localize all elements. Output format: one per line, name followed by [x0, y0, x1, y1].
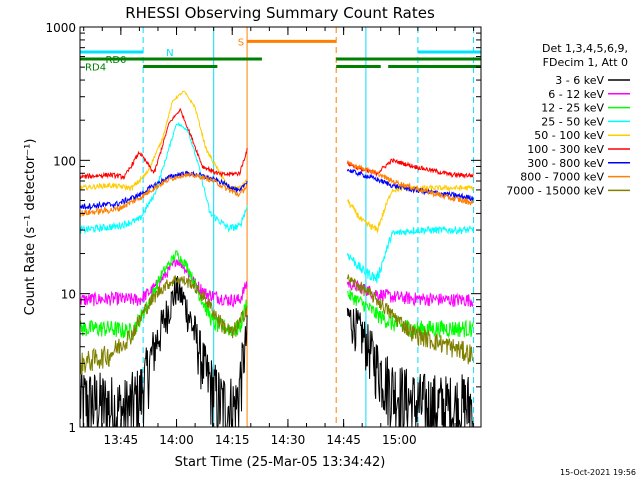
series-line-6-12-kev-sega [79, 258, 248, 308]
series-line-7000-15000-kev-sega [79, 275, 248, 375]
legend-header-line-1: Det 1,3,4,5,6,9, [542, 42, 628, 55]
x-tick-label: 13:45 [104, 433, 139, 447]
y-axis-label: Count Rate (s⁻¹ detector⁻¹) [23, 139, 38, 316]
legend-label: 3 - 6 keV [555, 74, 604, 87]
y-tick-label: 1 [68, 421, 76, 435]
series-line-3-6-kev-segb [346, 307, 474, 428]
x-tick-label: 14:00 [159, 433, 194, 447]
x-tick-label: 14:45 [326, 433, 361, 447]
legend-label: 12 - 25 keV [541, 102, 604, 115]
legend: Det 1,3,4,5,6,9, FDecim 1, Att 0 3 - 6 k… [506, 42, 630, 197]
series-line-50-100-kev-sega [79, 90, 248, 192]
legend-label: 300 - 800 keV [527, 157, 604, 170]
legend-header-line-2: FDecim 1, Att 0 [543, 56, 628, 69]
series-line-800-7000-kev-sega [79, 172, 248, 218]
chart-title: RHESSI Observing Summary Count Rates [125, 4, 435, 22]
state-bar-label-s: S [238, 37, 244, 48]
y-tick-label: 10 [61, 288, 76, 302]
legend-label: 100 - 300 keV [527, 143, 604, 156]
legend-label: 800 - 7000 keV [520, 171, 604, 184]
series-line-7000-15000-kev-segb [346, 274, 474, 365]
x-axis-label: Start Time (25-Mar-05 13:34:42) [175, 455, 386, 470]
legend-label: 25 - 50 keV [541, 115, 604, 128]
legend-label: 6 - 12 keV [548, 88, 604, 101]
series-line-12-25-kev-sega [79, 249, 248, 340]
series-line-3-6-kev-sega [79, 275, 248, 429]
series-line-25-50-kev-sega [79, 121, 248, 235]
state-bar-label-n: N [166, 48, 173, 59]
timestamp: 15-Oct-2021 19:56 [560, 468, 636, 477]
x-tick-label: 14:15 [215, 433, 250, 447]
x-tick-label: 15:00 [382, 433, 417, 447]
y-tick-label: 100 [53, 154, 76, 168]
legend-label: 50 - 100 keV [534, 129, 604, 142]
state-bar-label-rd4: RD4 [85, 63, 106, 74]
legend-label: 7000 - 15000 keV [506, 184, 604, 197]
series-line-12-25-kev-segb [346, 289, 474, 339]
series-line-100-300-kev-sega [79, 107, 248, 181]
axes: 13:45 14:00 14:15 14:30 14:45 15:00 1 10 100 1000 [45, 21, 481, 447]
series-line-800-7000-kev-segb [347, 160, 474, 206]
series-line-25-50-kev-segb [346, 224, 474, 284]
plot-frame [79, 26, 482, 428]
y-tick-label: 1000 [45, 21, 76, 35]
state-bar-label-rd0: RD0 [105, 55, 126, 66]
x-tick-label: 14:30 [271, 433, 306, 447]
